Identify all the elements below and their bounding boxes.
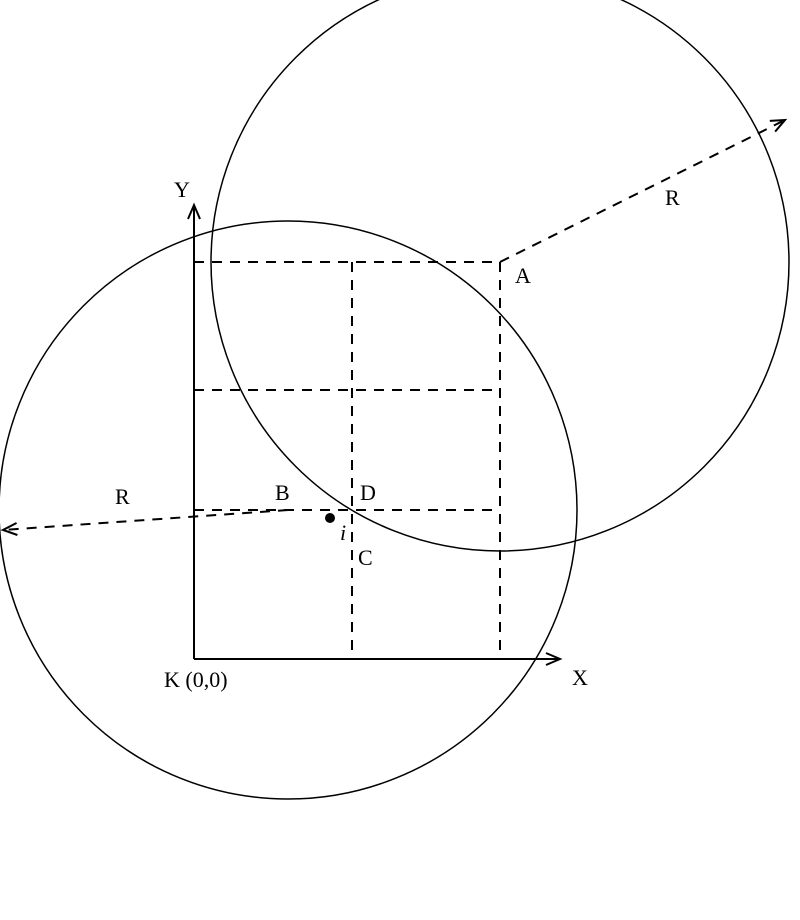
origin-label: K (0,0) [164,667,228,692]
diagram-svg: X Y K (0,0) R R A B D Ci [0,0,800,920]
radius-label-B: R [115,484,130,509]
x-axis-label: X [572,665,588,690]
y-axis-label: Y [174,177,190,202]
point-label-i: i [340,520,346,545]
point-label-B: B [275,480,290,505]
point-label-A: A [515,263,531,288]
point-label-C: C [358,545,373,570]
radius-label-A: R [665,185,680,210]
point-i-marker [325,513,335,523]
point-label-D: D [360,480,376,505]
